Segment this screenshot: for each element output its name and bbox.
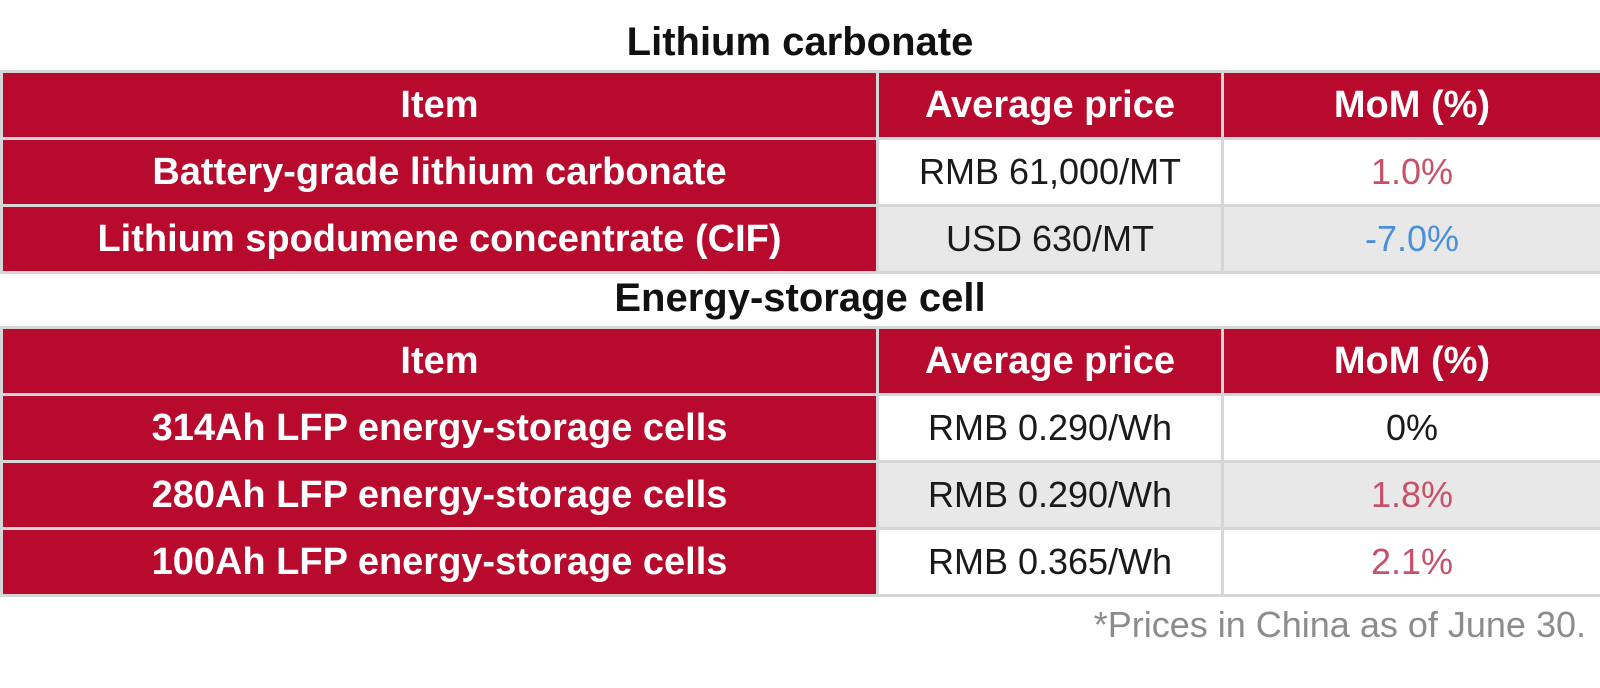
item-cell: 100Ah LFP energy-storage cells bbox=[0, 527, 879, 597]
price-cell: RMB 61,000/MT bbox=[876, 137, 1224, 207]
column-header-item: Item bbox=[0, 326, 879, 396]
item-cell: Lithium spodumene concentrate (CIF) bbox=[0, 204, 879, 274]
mom-cell: -7.0% bbox=[1221, 204, 1600, 274]
mom-cell: 1.0% bbox=[1221, 137, 1600, 207]
table-row: Battery-grade lithium carbonate RMB 61,0… bbox=[0, 137, 1600, 207]
lithium-carbonate-table: Item Average price MoM (%) Battery-grade… bbox=[0, 70, 1600, 274]
mom-cell: 1.8% bbox=[1221, 460, 1600, 530]
mom-cell: 0% bbox=[1221, 393, 1600, 463]
column-header-average-price: Average price bbox=[876, 326, 1224, 396]
section-title-lithium-carbonate: Lithium carbonate bbox=[626, 20, 974, 64]
price-cell: RMB 0.365/Wh bbox=[876, 527, 1224, 597]
column-header-item: Item bbox=[0, 70, 879, 140]
table-header-row: Item Average price MoM (%) bbox=[0, 326, 1600, 396]
table-row: 314Ah LFP energy-storage cells RMB 0.290… bbox=[0, 393, 1600, 463]
column-header-mom: MoM (%) bbox=[1221, 70, 1600, 140]
price-cell: USD 630/MT bbox=[876, 204, 1224, 274]
table-row: 280Ah LFP energy-storage cells RMB 0.290… bbox=[0, 460, 1600, 530]
table-row: Lithium spodumene concentrate (CIF) USD … bbox=[0, 204, 1600, 274]
item-cell: 280Ah LFP energy-storage cells bbox=[0, 460, 879, 530]
table-row: 100Ah LFP energy-storage cells RMB 0.365… bbox=[0, 527, 1600, 597]
mom-cell: 2.1% bbox=[1221, 527, 1600, 597]
price-cell: RMB 0.290/Wh bbox=[876, 393, 1224, 463]
footnote: *Prices in China as of June 30. bbox=[1093, 604, 1586, 645]
section-title-energy-storage-cell: Energy-storage cell bbox=[614, 276, 986, 320]
item-cell: Battery-grade lithium carbonate bbox=[0, 137, 879, 207]
price-cell: RMB 0.290/Wh bbox=[876, 460, 1224, 530]
column-header-average-price: Average price bbox=[876, 70, 1224, 140]
table-header-row: Item Average price MoM (%) bbox=[0, 70, 1600, 140]
item-cell: 314Ah LFP energy-storage cells bbox=[0, 393, 879, 463]
column-header-mom: MoM (%) bbox=[1221, 326, 1600, 396]
energy-storage-cell-table: Item Average price MoM (%) 314Ah LFP ene… bbox=[0, 326, 1600, 597]
